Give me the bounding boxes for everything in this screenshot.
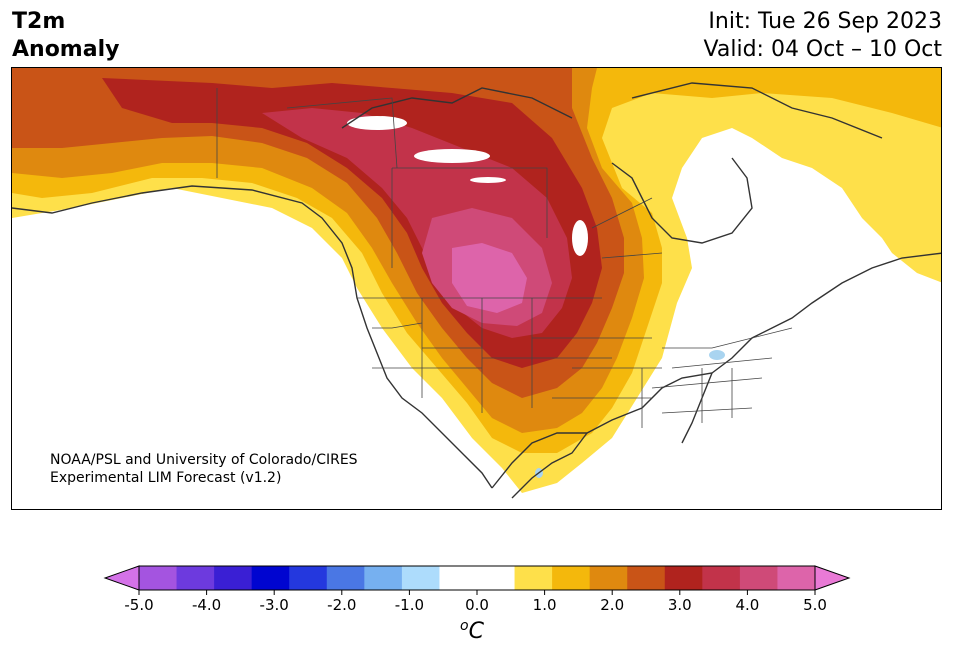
colorbar-tick-label: -2.0 [327,596,356,614]
colorbar-bin [401,566,440,590]
colorbar-bin [139,566,178,590]
band-4-5 [452,243,527,313]
colorbar-bin [214,566,253,590]
colorbar-bin [477,566,516,590]
colorbar-tick-label: -3.0 [260,596,289,614]
colorbar-bin [777,566,816,590]
great-slave-lake [347,116,407,130]
anomaly-map: NOAA/PSL and University of Colorado/CIRE… [11,67,942,510]
map-canvas: NOAA/PSL and University of Colorado/CIRE… [12,68,941,499]
colorbar-tick-label: -4.0 [192,596,221,614]
colorbar-bin [251,566,290,590]
colorbar-bin [176,566,215,590]
state-borders [216,88,793,428]
colorbar-over-triangle [814,565,851,591]
great-bear-lake [414,149,490,163]
init-date: Init: Tue 26 Sep 2023 [708,9,942,34]
colorbar-ticks: -5.0 -4.0 -3.0 -2.0 -1.0 0.0 1.0 2.0 3.0 4.0 5.0 [124,590,827,614]
colorbar-tick-label: 2.0 [600,596,624,614]
colorbar-tick-label: 3.0 [668,596,692,614]
colorbar-bin [627,566,666,590]
map-title: T2m Anomaly [12,8,119,64]
colorbar-tick-label: 1.0 [533,596,557,614]
unit-letter: C [468,619,484,644]
colorbar-unit: oC [460,618,484,644]
colorbar-bin [739,566,778,590]
colorbar-bin [289,566,328,590]
colorbar-tick-label: 5.0 [803,596,827,614]
title-line-2: Anomaly [12,37,120,62]
coastlines [12,82,941,499]
colorbar-bin [514,566,553,590]
credit-line-1: NOAA/PSL and University of Colorado/CIRE… [50,452,358,468]
colorbar-bin [589,566,628,590]
colorbar-bin [552,566,591,590]
colorbar-tick-label: -1.0 [395,596,424,614]
colorbar-tick-label: 4.0 [735,596,759,614]
valid-date: Valid: 04 Oct – 10 Oct [703,37,942,62]
colorbar-bin [664,566,703,590]
forecast-dates: Init: Tue 26 Sep 2023 Valid: 04 Oct – 10… [704,8,942,64]
credit-line-2: Experimental LIM Forecast (v1.2) [50,470,281,486]
colorbar-bin [439,566,478,590]
colorbar-under-triangle [103,565,140,591]
colorbar-bin [702,566,741,590]
lake-winnipeg [572,220,588,256]
colorbar-tick-label: 0.0 [465,596,489,614]
lake-erie [709,350,725,360]
colorbar-tick-label: -5.0 [124,596,153,614]
unit-degree: o [460,618,469,634]
lake-athabasca [470,177,506,183]
colorbar-bin [326,566,365,590]
title-line-1: T2m [12,9,66,34]
colorbar-bin [364,566,403,590]
colorbar-bins [138,565,816,591]
